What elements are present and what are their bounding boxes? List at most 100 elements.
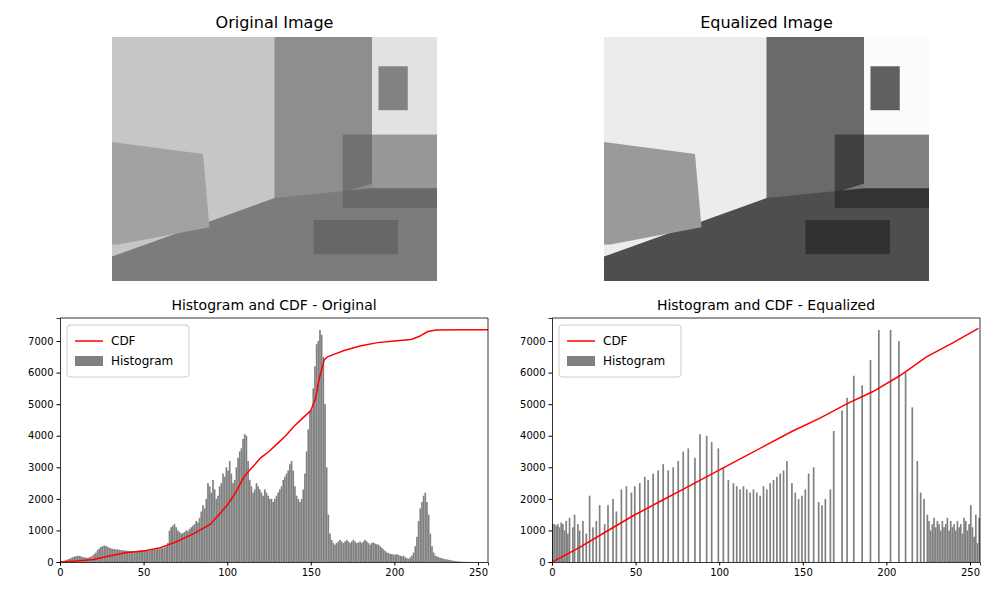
histogram-bar (905, 373, 907, 562)
histogram-bar (302, 489, 304, 562)
histogram-bar (744, 562, 746, 563)
histogram-bar (699, 434, 701, 562)
histogram-bar (836, 562, 838, 563)
histogram-bar (667, 470, 669, 562)
histogram-bar (714, 562, 716, 563)
histogram-bar (202, 505, 204, 562)
histogram-bar (572, 527, 574, 562)
histogram-bar (205, 499, 207, 562)
histogram-bar (830, 489, 832, 562)
histogram-bar (440, 558, 442, 562)
histogram-bar (589, 496, 591, 562)
histogram-bar (828, 562, 830, 563)
histogram-bar (227, 470, 229, 562)
histogram-bar (639, 483, 641, 562)
histogram-bar (95, 553, 97, 562)
image-title: Equalized Image (700, 13, 833, 32)
histogram-bar (241, 448, 243, 562)
histogram-bar (428, 515, 430, 562)
histogram-bar (369, 545, 371, 562)
histogram-bar (266, 493, 268, 562)
histogram-bar (672, 467, 674, 562)
histogram-bar (947, 518, 949, 562)
histogram-bar (242, 439, 244, 562)
histogram-bar (612, 499, 614, 562)
histogram-bar (157, 549, 159, 562)
histogram-bar (309, 410, 311, 562)
histogram-bar (953, 524, 955, 562)
histogram-bar (555, 526, 557, 562)
histogram-bar (575, 562, 577, 563)
histogram-bar (164, 547, 166, 562)
y-tick-mark (549, 499, 553, 500)
histogram-bar (590, 562, 592, 563)
histogram-bar (277, 493, 279, 562)
histogram-bar (890, 330, 892, 562)
x-tick-label: 50 (138, 567, 151, 578)
y-tick-mark (549, 562, 553, 563)
y-axis-line (57, 319, 61, 563)
x-tick-mark (970, 562, 971, 566)
histogram-bar (771, 562, 773, 563)
histogram-bar (843, 562, 845, 563)
histogram-bar (185, 530, 187, 562)
y-tick-label: 5000 (28, 399, 53, 410)
histogram-bar (676, 562, 678, 563)
histogram-bar (312, 388, 314, 562)
histogram-bar (853, 376, 855, 562)
histogram-bar (933, 518, 935, 562)
histogram-bar (809, 562, 811, 563)
histogram-bar (813, 467, 815, 562)
histogram-bar (322, 357, 324, 562)
histogram-bar (621, 489, 623, 562)
histogram-bar (778, 562, 780, 563)
histogram-bar (100, 547, 102, 562)
histogram-bar (354, 541, 356, 562)
histogram-bar (413, 553, 415, 562)
y-tick-label: 6000 (520, 367, 545, 378)
histogram-bar (925, 562, 927, 563)
histogram-bar (629, 562, 631, 563)
histogram-bar (251, 486, 253, 562)
histogram-bar (702, 562, 704, 563)
x-tick: 150 (794, 562, 813, 578)
histogram-bar (823, 562, 825, 563)
legend-line (567, 340, 595, 342)
y-tick: 1000 (28, 525, 60, 536)
histogram-bar (418, 521, 420, 562)
histogram-bar (736, 486, 738, 562)
histogram-bar (636, 562, 638, 563)
histogram-bar (967, 530, 969, 562)
histogram-bar (594, 562, 596, 563)
histogram-bar (424, 493, 426, 562)
histogram-bar (262, 496, 264, 562)
histogram-bar (861, 385, 863, 562)
histogram-bar (207, 483, 209, 562)
histogram-bar (349, 543, 351, 562)
x-tick-mark (144, 562, 145, 566)
histogram-bar (144, 550, 146, 562)
histogram-bar (473, 561, 475, 562)
histogram-bar (743, 486, 745, 562)
y-axis: 01000200030004000500060007000 (520, 319, 552, 568)
histogram-bar (768, 562, 770, 563)
y-tick-label: 4000 (28, 430, 53, 441)
histogram-bar (406, 558, 408, 562)
y-tick-mark (57, 341, 61, 342)
histogram-bar (609, 562, 611, 563)
histogram-bar (577, 524, 579, 562)
histogram-bar (825, 499, 827, 562)
histogram-bar (252, 493, 254, 562)
histogram-bar (364, 540, 366, 562)
histogram-bar (831, 562, 833, 563)
histogram-bar (160, 548, 162, 562)
histogram-bar (287, 470, 289, 562)
histogram-bar (642, 562, 644, 563)
figure: Original ImageEqualized Image05010015020… (0, 0, 1000, 600)
histogram-bar (468, 561, 470, 562)
histogram-bar (937, 521, 939, 562)
histogram-bar (706, 436, 708, 562)
histogram-bar (570, 562, 572, 563)
histogram-bar (281, 486, 283, 562)
x-axis: 050100150200250 (57, 562, 488, 578)
